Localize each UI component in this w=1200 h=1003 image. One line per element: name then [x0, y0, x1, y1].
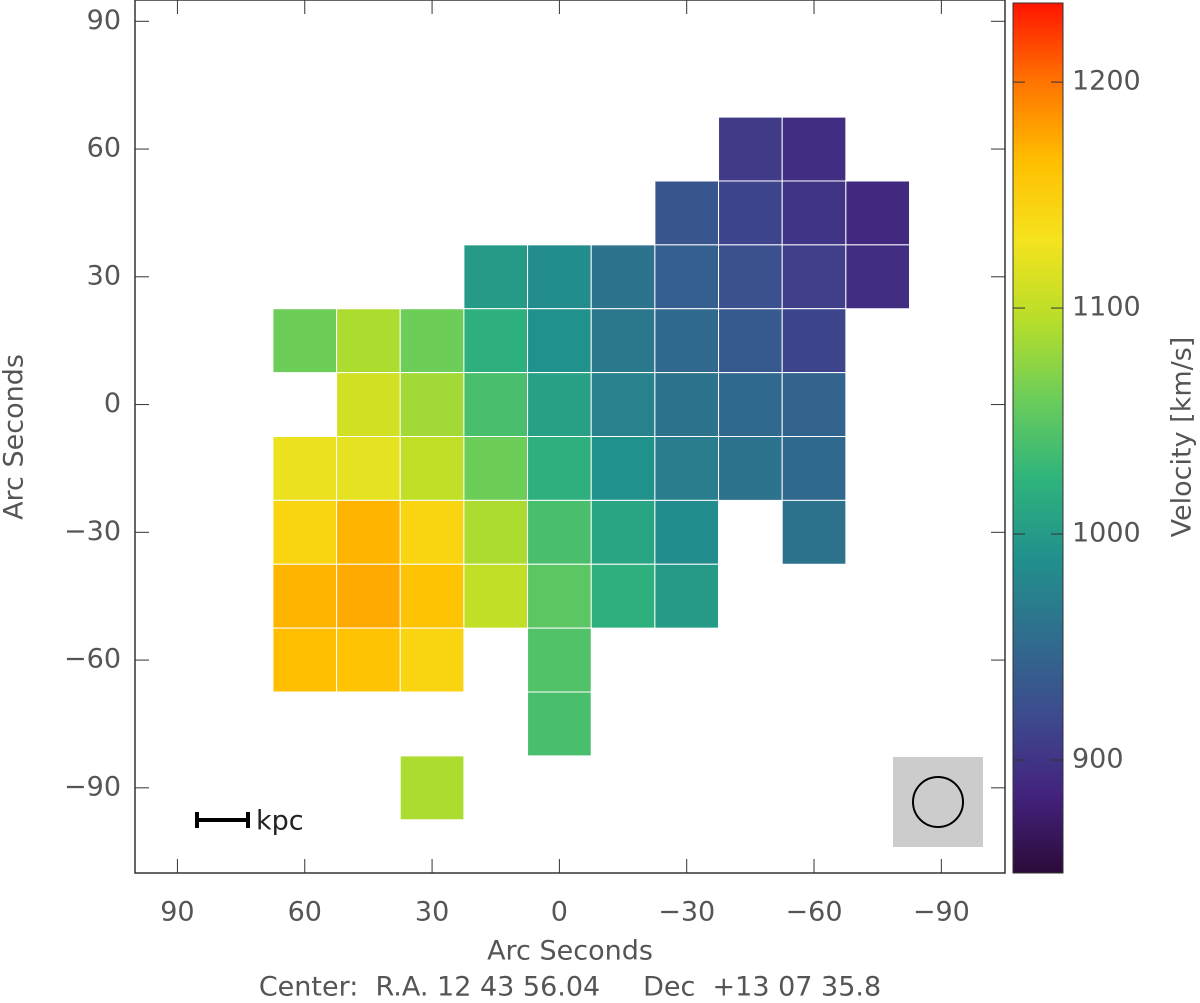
velocity-cell: [590, 244, 656, 310]
velocity-cell: [399, 436, 465, 501]
velocity-cell: [527, 436, 592, 501]
velocity-cell: [781, 436, 847, 501]
velocity-cell: [272, 436, 338, 501]
velocity-cell: [527, 563, 592, 629]
velocity-cell: [336, 627, 401, 693]
y-tick-label: 60: [87, 133, 121, 164]
velocity-cell: [718, 116, 783, 182]
velocity-cell: [718, 244, 783, 310]
velocity-cell: [718, 180, 783, 246]
velocity-cell: [718, 436, 783, 501]
scale-bar: [195, 812, 250, 828]
velocity-cell: [463, 372, 529, 437]
x-axis-label: Arc Seconds: [487, 936, 653, 967]
x-tick-label: −90: [913, 897, 970, 928]
y-tick-label: 30: [87, 260, 121, 291]
scale-label: kpc: [256, 806, 304, 837]
x-tick-label: 0: [551, 897, 568, 928]
x-tick-label: −30: [658, 897, 715, 928]
velocity-cell: [590, 563, 656, 629]
velocity-cell: [527, 308, 592, 374]
center-annotation: Center: R.A. 12 43 56.04 Dec +13 07 35.8: [259, 972, 881, 1003]
colorbar-label: Velocity [km/s]: [1167, 337, 1198, 538]
velocity-cell: [336, 372, 401, 437]
velocity-cell: [527, 499, 592, 565]
velocity-cell: [781, 116, 847, 182]
velocity-cell: [654, 499, 720, 565]
y-tick-label: 90: [87, 5, 121, 36]
velocity-cell: [781, 180, 847, 246]
velocity-cell: [654, 180, 720, 246]
velocity-cell: [463, 244, 529, 310]
velocity-cell: [399, 499, 465, 565]
velocity-cell: [718, 372, 783, 437]
velocity-cell: [654, 244, 720, 310]
velocity-cell: [654, 436, 720, 501]
velocity-cell: [654, 563, 720, 629]
x-tick-label: 60: [288, 897, 322, 928]
velocity-cell: [781, 499, 847, 565]
velocity-cell: [336, 499, 401, 565]
velocity-cell: [845, 244, 911, 310]
velocity-cell: [781, 308, 847, 374]
velocity-cell: [590, 308, 656, 374]
x-tick-label: 90: [160, 897, 194, 928]
velocity-cell: [527, 691, 592, 757]
velocity-cell: [399, 755, 465, 821]
velocity-cell: [463, 563, 529, 629]
colorbar-tick-label: 1000: [1072, 518, 1141, 549]
velocity-cell: [463, 436, 529, 501]
velocity-cell: [654, 308, 720, 374]
velocity-cell: [399, 563, 465, 629]
y-tick-label: −60: [64, 644, 121, 675]
velocity-cell: [272, 563, 338, 629]
velocity-cell: [399, 627, 465, 693]
colorbar-tick-label: 1200: [1072, 66, 1141, 97]
y-tick-label: 0: [104, 388, 121, 419]
velocity-cell: [845, 180, 911, 246]
colorbar-tick-label: 900: [1072, 744, 1124, 775]
velocity-cell: [336, 563, 401, 629]
velocity-cell: [272, 627, 338, 693]
y-axis-label: Arc Seconds: [0, 354, 30, 520]
y-tick-label: −30: [64, 516, 121, 547]
velocity-cell: [272, 499, 338, 565]
velocity-cell: [527, 627, 592, 693]
velocity-cell: [336, 436, 401, 501]
y-tick-label: −90: [64, 771, 121, 802]
velocity-cell: [272, 308, 338, 374]
velocity-cell: [781, 244, 847, 310]
velocity-cell: [718, 308, 783, 374]
velocity-cell: [781, 372, 847, 437]
x-tick-label: 30: [415, 897, 449, 928]
velocity-cell: [463, 308, 529, 374]
colorbar: [1012, 2, 1064, 874]
colorbar-tick-label: 1100: [1072, 292, 1141, 323]
velocity-cell: [654, 372, 720, 437]
velocity-cell: [463, 499, 529, 565]
velocity-cell: [336, 308, 401, 374]
velocity-cell: [590, 372, 656, 437]
velocity-cell: [399, 372, 465, 437]
beam-box: [893, 757, 983, 847]
plot-frame: [134, 0, 1006, 874]
x-tick-label: −60: [786, 897, 843, 928]
velocity-cell: [527, 244, 592, 310]
velocity-cell: [590, 436, 656, 501]
velocity-cell: [590, 499, 656, 565]
velocity-cell: [399, 308, 465, 374]
velocity-cell: [527, 372, 592, 437]
beam: [912, 776, 964, 828]
